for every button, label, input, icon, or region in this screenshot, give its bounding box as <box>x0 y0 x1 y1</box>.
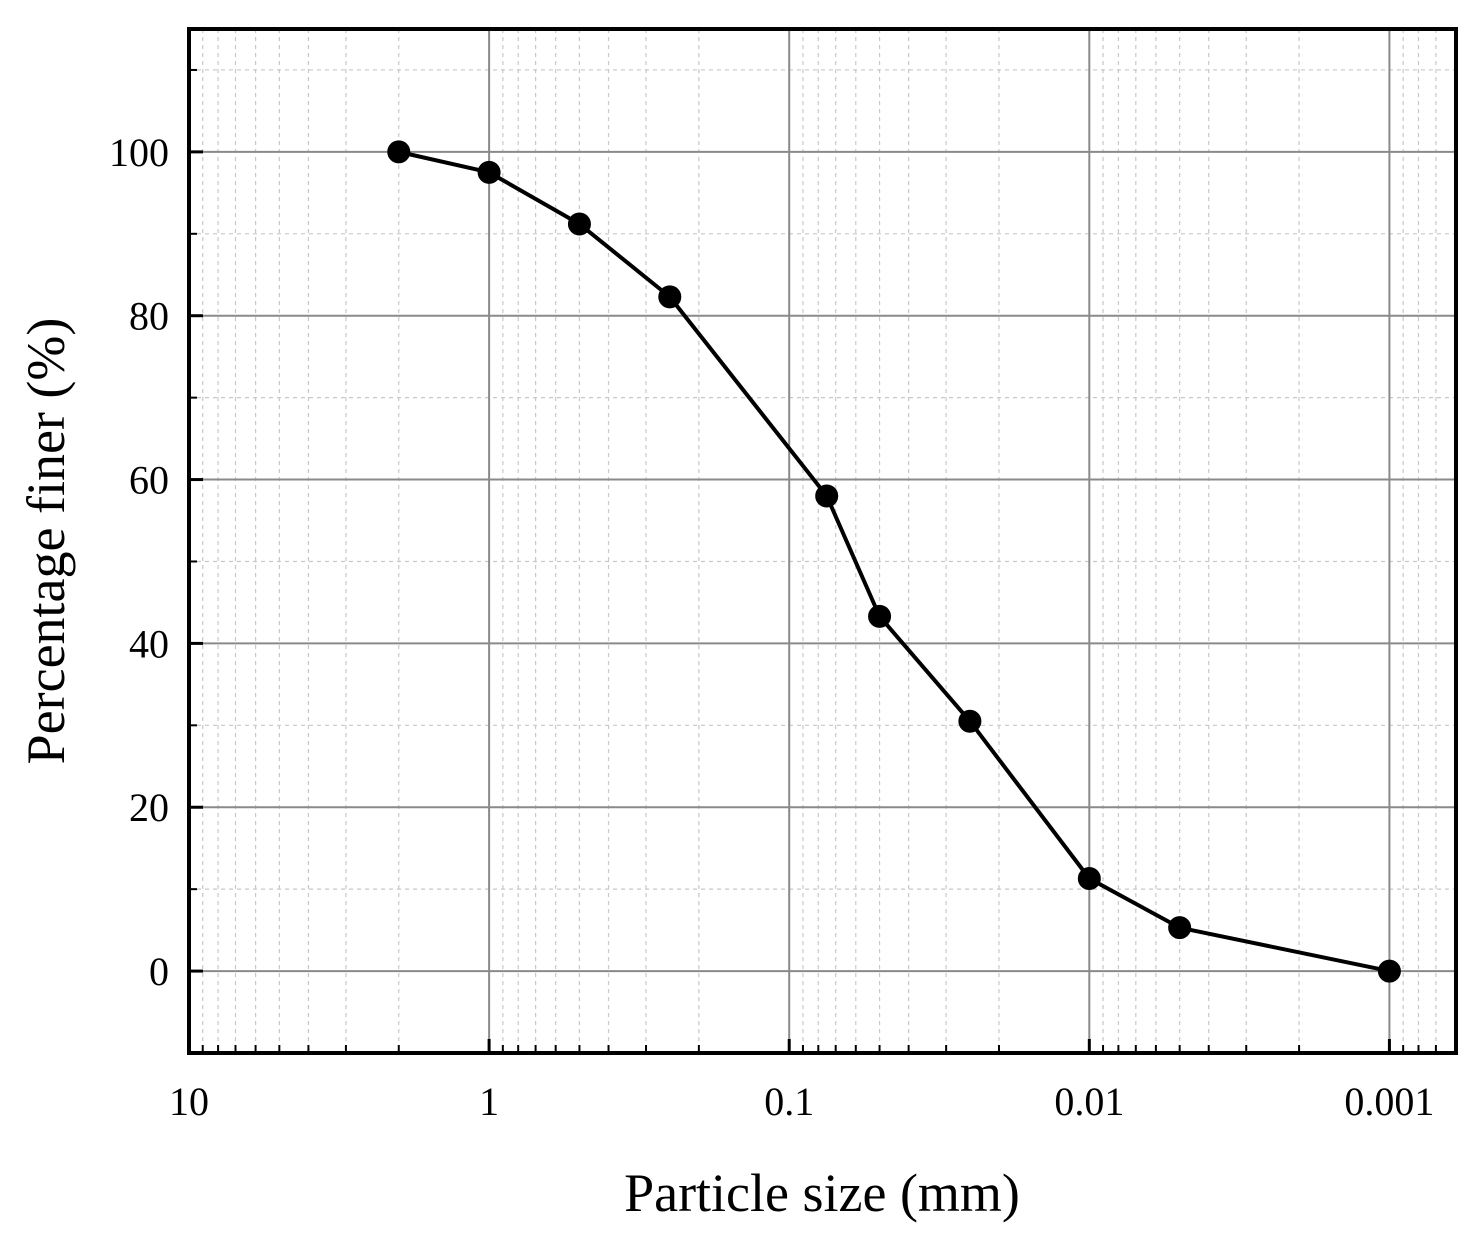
grid-layer <box>188 29 1457 1054</box>
y-tick-label: 100 <box>109 130 169 175</box>
y-tick-label: 20 <box>129 785 169 830</box>
series-line <box>396 149 1392 974</box>
series-layer <box>387 140 1401 983</box>
plot-frame <box>187 27 1458 1055</box>
y-tick-label: 60 <box>129 458 169 503</box>
data-point <box>387 140 411 164</box>
data-point <box>1077 867 1101 891</box>
x-tick-label: 10 <box>169 1079 209 1124</box>
axis-layer: 10 1 0.1 0.01 0.001 0 20 40 60 80 100 <box>109 27 1458 1124</box>
x-axis-label: Particle size (mm) <box>624 1163 1020 1223</box>
y-tick-label: 40 <box>129 621 169 666</box>
y-tick-label: 0 <box>149 949 169 994</box>
data-point <box>658 285 682 309</box>
data-point <box>868 604 892 628</box>
x-tick-label: 0.001 <box>1344 1079 1434 1124</box>
data-point <box>958 709 982 733</box>
x-tick-label: 0.1 <box>764 1079 814 1124</box>
data-point <box>815 484 839 508</box>
x-tick-label: 0.01 <box>1054 1079 1124 1124</box>
x-tick-label: 1 <box>479 1079 499 1124</box>
data-point <box>477 160 501 184</box>
y-axis-label: Percentage finer (%) <box>16 318 76 765</box>
data-point <box>567 212 591 236</box>
data-point <box>1377 959 1401 983</box>
y-tick-label: 80 <box>129 294 169 339</box>
data-point <box>1168 916 1192 940</box>
